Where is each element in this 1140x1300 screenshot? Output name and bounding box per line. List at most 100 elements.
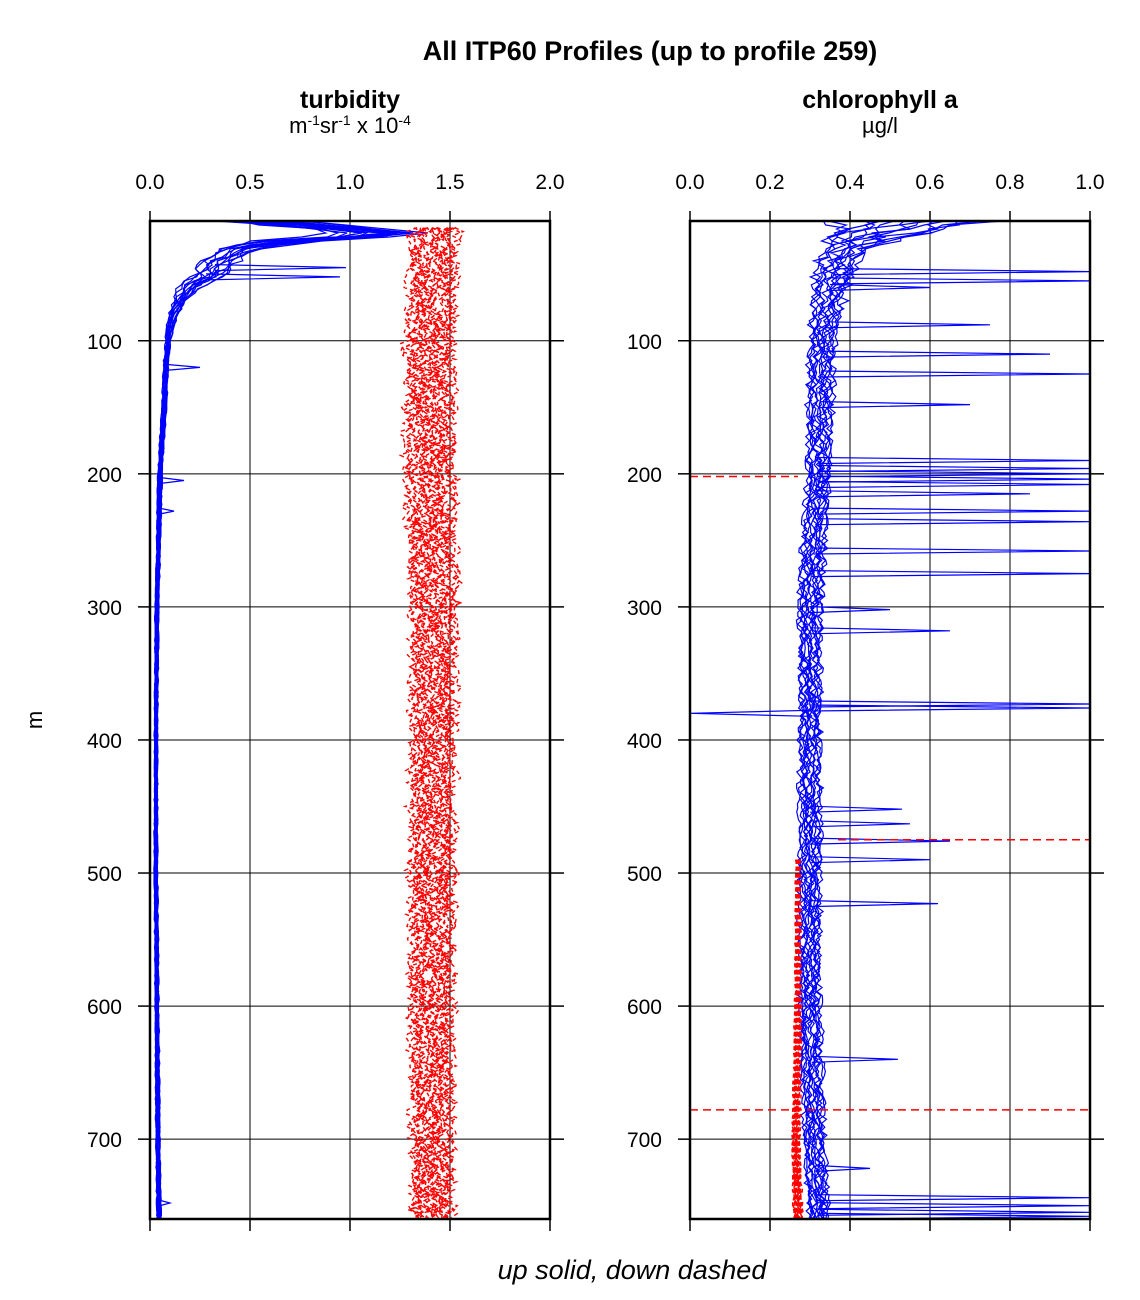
profile-spike-up (809, 820, 911, 828)
profile-line-up (156, 221, 428, 1219)
profile-line-up (815, 221, 1003, 1219)
profile-line-up (153, 221, 363, 1219)
profile-line-up (154, 221, 382, 1219)
y-tick-label: 200 (87, 464, 122, 487)
panel-1: 0.0 0.2 0.4 0.6 0.8 1.0 100 200 300 400 500 600 700 (627, 171, 1105, 1231)
profile-spike-up (809, 606, 891, 614)
units-exp: -1 (338, 112, 351, 128)
profile-spike-up (817, 475, 1090, 483)
profile-spike-up (809, 837, 951, 845)
panel-title-chlorophyll: chlorophyll a (802, 86, 959, 114)
x-tick-label: 0.2 (755, 171, 784, 194)
profile-line-up (153, 221, 340, 1219)
profile-spike-up (811, 1055, 899, 1063)
x-tick-label: 1.0 (1075, 171, 1104, 194)
y-tick-label: 700 (627, 1129, 662, 1152)
y-tick-label: 300 (627, 597, 662, 620)
profile-line-down (442, 227, 466, 1219)
profile-line-down (797, 859, 803, 1219)
series-group (153, 221, 466, 1219)
profile-line-down (404, 227, 428, 1219)
profile-line-up (154, 221, 369, 1219)
x-tick-label: 1.0 (335, 171, 364, 194)
profile-spike-up (690, 709, 811, 717)
profile-spike-up (817, 470, 1090, 478)
profile-line-down (415, 227, 439, 1218)
profile-spike-up (159, 507, 175, 515)
profile-line-down (429, 227, 454, 1218)
x-tick-label: 2.0 (535, 171, 564, 194)
profile-spike-up (205, 273, 341, 281)
profile-line-up (155, 221, 404, 1219)
profile-spike-up (834, 268, 1090, 276)
profile-line-up (795, 221, 853, 1219)
panel-units-turbidity: m-1sr-1 x 10-4 (289, 112, 411, 138)
profile-spike-up (165, 363, 201, 371)
x-tick-label: 0.0 (135, 171, 164, 194)
profile-spike-up (815, 518, 1090, 526)
profile-line-down (429, 227, 450, 1218)
profile-line-up (153, 221, 328, 1219)
units-base: x 10 (351, 113, 399, 138)
profile-line-up (155, 221, 398, 1219)
profile-spike-up (817, 1202, 1090, 1210)
x-tick-label: 0.4 (835, 171, 865, 194)
profile-spike-up (818, 456, 1090, 465)
units-exp: -4 (398, 112, 411, 128)
panel-units-chlorophyll: µg/l (862, 113, 898, 138)
profile-line-up (804, 221, 895, 1219)
profile-line-down (795, 859, 801, 1219)
profile-spike-up (820, 370, 1090, 378)
profile-line-up (809, 221, 920, 1219)
y-tick-label: 400 (87, 730, 122, 753)
y-tick-label: 100 (87, 331, 122, 354)
profile-spike-up (815, 507, 1090, 515)
y-tick-label: 300 (87, 597, 122, 620)
y-tick-label: 500 (627, 863, 662, 886)
profile-line-down (434, 227, 457, 1219)
chart-title: All ITP60 Profiles (up to profile 259) (423, 36, 878, 66)
units-base: sr (320, 113, 338, 138)
profile-spike-up (214, 264, 347, 272)
panel-0: 0.0 0.5 1.0 1.5 2.0 100 200 300 400 500 600 700 (87, 171, 565, 1231)
profile-spike-up (809, 704, 1090, 712)
profile-spike-up (811, 570, 1090, 578)
panel-title-turbidity: turbidity (300, 86, 400, 114)
profile-spike-up (818, 464, 1090, 473)
profile-line-up (154, 221, 395, 1219)
units-base: m (289, 113, 307, 138)
y-axis-label: m (22, 711, 47, 729)
profile-line-down (792, 859, 799, 1219)
profile-spike-up (815, 1164, 871, 1172)
series-group (690, 221, 1090, 1219)
y-tick-label: 500 (87, 863, 122, 886)
units-exp: -1 (307, 112, 320, 128)
profile-spike-up (159, 476, 185, 485)
profile-spike-up (816, 1194, 1090, 1202)
profile-spike-up (809, 900, 939, 908)
panel-frame (688, 219, 1092, 1221)
y-tick-label: 600 (87, 996, 122, 1019)
profile-spike-up (809, 856, 931, 864)
profile-spike-up (158, 1199, 173, 1207)
profile-line-up (812, 221, 983, 1219)
profile-spike-up (820, 401, 971, 409)
profile-line-down (419, 227, 442, 1218)
y-tick-label: 200 (627, 464, 662, 487)
profile-line-up (154, 221, 360, 1219)
x-tick-label: 1.5 (435, 171, 464, 194)
profile-spike-up (831, 277, 1090, 285)
y-tick-label: 700 (87, 1129, 122, 1152)
profile-spike-up (821, 350, 1051, 358)
profile-spike-up (816, 490, 1031, 498)
y-tick-label: 600 (627, 996, 662, 1019)
x-tick-label: 0.6 (915, 171, 944, 194)
profile-line-up (153, 221, 348, 1219)
x-tick-label: 0.0 (675, 171, 704, 194)
y-tick-label: 100 (627, 331, 662, 354)
profile-spike-up (824, 321, 991, 329)
profile-spike-up (817, 480, 1090, 489)
profile-line-up (806, 221, 930, 1219)
profile-spike-up (809, 805, 903, 813)
